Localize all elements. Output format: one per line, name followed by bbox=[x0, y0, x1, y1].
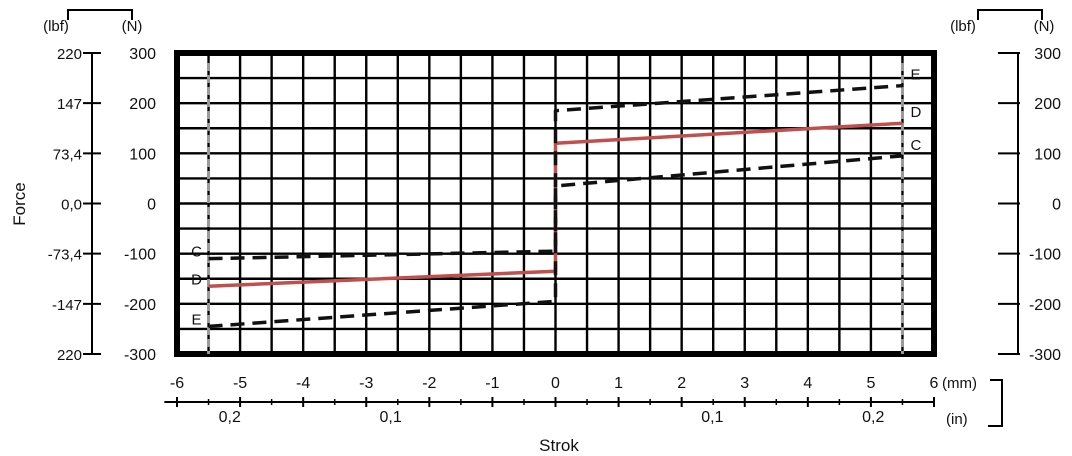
x-tick-label: 0 bbox=[551, 375, 560, 392]
point-label: E bbox=[910, 67, 920, 84]
x-tick-label-in: 0,2 bbox=[862, 409, 884, 426]
y-unit-n-right: (N) bbox=[1034, 18, 1055, 35]
x-tick-label: 4 bbox=[803, 375, 812, 392]
unit-bracket-right bbox=[977, 9, 1043, 20]
x-tick-label: -6 bbox=[170, 375, 184, 392]
y-tick-label-right: 200 bbox=[1034, 96, 1061, 113]
plot-area bbox=[174, 50, 937, 357]
y-tick-label-right: -300 bbox=[1029, 347, 1061, 364]
x-unit-in: (in) bbox=[946, 411, 968, 428]
y-tick-label-n: 100 bbox=[129, 146, 156, 163]
point-label: D bbox=[191, 271, 202, 288]
y-tick-label-lbf: 220 bbox=[57, 46, 82, 63]
y-tick-label-right: -200 bbox=[1029, 297, 1061, 314]
unit-bracket-left bbox=[67, 9, 133, 20]
x-tick-label-in: 0,1 bbox=[701, 409, 723, 426]
y-unit-n-left: (N) bbox=[122, 18, 143, 35]
y-tick-label-right: 0 bbox=[1052, 197, 1061, 214]
y-unit-lbf-right: (lbf) bbox=[950, 18, 976, 35]
y-tick-label-lbf: -73,4 bbox=[48, 247, 82, 264]
x-axis-label: Strok bbox=[539, 436, 579, 455]
x-tick-label: -4 bbox=[296, 375, 310, 392]
y-axis-label: Force bbox=[10, 182, 29, 225]
y-tick-label-n: -100 bbox=[124, 247, 156, 264]
y-unit-lbf-left: (lbf) bbox=[43, 18, 69, 35]
x-tick-label: -1 bbox=[485, 375, 499, 392]
y-tick-label-lbf: 147 bbox=[57, 96, 82, 113]
series-line-c bbox=[208, 154, 903, 261]
x-tick-label: 2 bbox=[677, 375, 686, 392]
x-tick-label: 6 bbox=[930, 375, 939, 392]
x-tick-label: 3 bbox=[740, 375, 749, 392]
point-label: D bbox=[910, 104, 921, 121]
y-tick-label-right: -100 bbox=[1029, 247, 1061, 264]
y-tick-label-right: 300 bbox=[1034, 46, 1061, 63]
y-tick-label-n: 0 bbox=[147, 197, 156, 214]
x-tick-label: -2 bbox=[422, 375, 436, 392]
y-tick-label-n: 200 bbox=[129, 96, 156, 113]
x-tick-label: -3 bbox=[359, 375, 373, 392]
point-label: C bbox=[191, 244, 202, 261]
x-tick-label: -5 bbox=[233, 375, 247, 392]
y-tick-label-lbf: -147 bbox=[52, 297, 82, 314]
point-label: E bbox=[192, 311, 202, 328]
y-tick-label-n: -300 bbox=[124, 347, 156, 364]
series-line-e bbox=[208, 83, 903, 329]
y-tick-label-lbf: 0,0 bbox=[61, 197, 82, 214]
x-unit-mm: (mm) bbox=[942, 375, 977, 392]
y-tick-label-right: 100 bbox=[1034, 146, 1061, 163]
x-unit-bracket bbox=[988, 379, 1003, 427]
x-tick-label: 1 bbox=[614, 375, 623, 392]
y-tick-label-lbf: 73,4 bbox=[53, 146, 82, 163]
point-label: C bbox=[910, 137, 921, 154]
y-tick-label-n: -200 bbox=[124, 297, 156, 314]
x-tick-label-in: 0,1 bbox=[380, 409, 402, 426]
y-tick-label-lbf: 220 bbox=[57, 347, 82, 364]
series-layer bbox=[207, 63, 904, 354]
axes-layer: CDEEDC3002001000-100-200-30022014773,40,… bbox=[43, 9, 1061, 428]
x-tick-label-in: 0,2 bbox=[219, 409, 241, 426]
x-tick-label: 5 bbox=[866, 375, 875, 392]
y-tick-label-n: 300 bbox=[129, 46, 156, 63]
